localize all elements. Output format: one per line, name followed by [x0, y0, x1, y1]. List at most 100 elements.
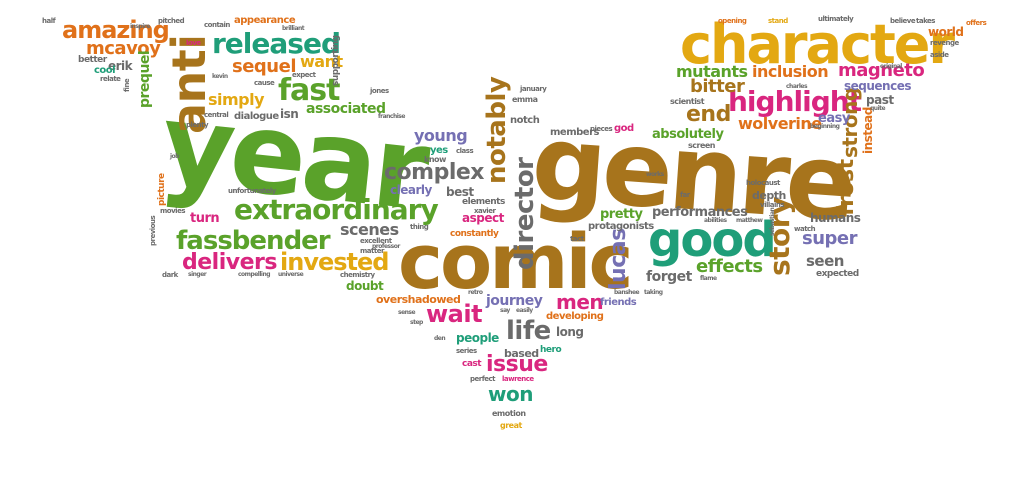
word-associated: associated: [306, 101, 386, 117]
word-lawrence: lawrence: [502, 375, 534, 383]
word-revenge: revenge: [930, 39, 959, 47]
word-easily: easily: [516, 307, 533, 314]
word-won: won: [488, 382, 533, 406]
word-cast: cast: [462, 359, 482, 369]
word-class: class: [456, 147, 474, 155]
word-scenes: scenes: [340, 220, 399, 239]
word-invested: invested: [280, 248, 389, 276]
word-clearly: clearly: [390, 183, 432, 197]
word-expected: expected: [816, 269, 859, 279]
word-screen: screen: [688, 141, 716, 150]
word-stand: stand: [768, 17, 788, 25]
word-singer: singer: [188, 271, 207, 278]
word-movies: movies: [160, 207, 185, 215]
word-pretty: pretty: [600, 207, 643, 222]
word-director: director: [510, 157, 540, 270]
word-men: men: [556, 290, 604, 314]
word-den: den: [434, 335, 446, 342]
word-highlight: highlight: [728, 85, 862, 118]
word-aside: aside: [930, 51, 949, 59]
word-extraordinary: extraordinary: [234, 193, 439, 226]
word-expect: expect: [292, 71, 316, 79]
word-sequel: sequel: [232, 56, 297, 77]
word-xavier: xavier: [474, 207, 496, 215]
word-world: world: [928, 25, 964, 39]
word-super: super: [802, 228, 858, 249]
word-members: members: [550, 127, 599, 138]
word-charles: charles: [786, 83, 808, 90]
word-dark: dark: [162, 271, 178, 279]
word-appearance: appearance: [234, 15, 296, 26]
word-say: say: [500, 307, 510, 314]
word-absolutely: absolutely: [652, 127, 724, 142]
word-cause: cause: [254, 79, 275, 87]
word-young: young: [414, 126, 468, 145]
word-hero: hero: [540, 345, 562, 355]
word-series: series: [456, 347, 477, 355]
word-works: works: [646, 171, 664, 178]
word-protagonists: protagonists: [588, 221, 654, 232]
word-depth: depth: [752, 189, 786, 202]
word-offers: offers: [966, 19, 987, 27]
word-step: step: [410, 319, 423, 326]
word-notably: notably: [482, 76, 512, 184]
word-constantly: constantly: [450, 229, 499, 239]
word-previous: previous: [149, 215, 157, 246]
word-complex: complex: [384, 160, 484, 185]
word-character: character: [680, 13, 955, 76]
word-comic: comic: [398, 217, 634, 306]
word-franchise: franchise: [378, 113, 405, 120]
word-universe: universe: [278, 271, 304, 278]
word-friends: friends: [600, 297, 637, 308]
word-fassbender: fassbender: [176, 226, 331, 256]
word-yes: yes: [430, 145, 448, 156]
word-isn: isn: [280, 107, 299, 121]
word-flame: flame: [700, 275, 717, 282]
word-jones: jones: [370, 87, 389, 95]
word-long: long: [556, 325, 584, 339]
word-job: job: [170, 153, 179, 160]
word-want: want: [300, 52, 343, 71]
word-better: better: [78, 55, 107, 65]
word-compelling: compelling: [238, 271, 271, 278]
word-emma: emma: [512, 95, 538, 104]
word-doubt: doubt: [346, 279, 384, 293]
word-matter: matter: [360, 247, 384, 255]
word-developing: developing: [546, 311, 604, 322]
word-overshadowed: overshadowed: [376, 293, 461, 306]
word-banshee: banshee: [614, 289, 640, 296]
word-elements: elements: [462, 197, 505, 207]
word-turn: turn: [190, 211, 220, 226]
word-notch: notch: [510, 115, 540, 126]
word-sebastian: sebastian: [769, 207, 776, 236]
word-contain: contain: [204, 21, 230, 29]
word-matthew: matthew: [736, 217, 763, 224]
word-brilliant: brilliant: [282, 25, 305, 32]
word-wolverine: wolverine: [738, 114, 822, 133]
word-pieces: pieces: [590, 125, 613, 133]
word-frost: frost: [834, 159, 859, 216]
word-released: released: [212, 27, 341, 60]
word-amazing: amazing: [62, 16, 170, 44]
word-sense: sense: [398, 309, 416, 316]
word-based: based: [504, 347, 539, 360]
word-good: good: [648, 212, 777, 268]
word-january: january: [520, 85, 547, 93]
word-best: best: [446, 185, 474, 199]
word-mutants: mutants: [676, 62, 748, 81]
word-prequel: prequel: [137, 50, 153, 108]
word-journey: journey: [486, 293, 543, 309]
word-fine: fine: [123, 78, 131, 92]
word-wait: wait: [426, 300, 483, 328]
word-inclusion: inclusion: [752, 62, 829, 81]
word-villains: villains: [760, 201, 785, 209]
word-holocaust: holocaust: [746, 179, 780, 187]
word-easy: easy: [818, 111, 850, 126]
word-emotion: emotion: [492, 409, 526, 418]
word-anti: anti: [162, 34, 216, 134]
word-cool: cool: [94, 65, 116, 76]
word-perfect: perfect: [470, 375, 496, 383]
word-kevin: kevin: [212, 73, 228, 80]
word-aspect: aspect: [462, 211, 504, 225]
word-end: end: [686, 102, 731, 127]
